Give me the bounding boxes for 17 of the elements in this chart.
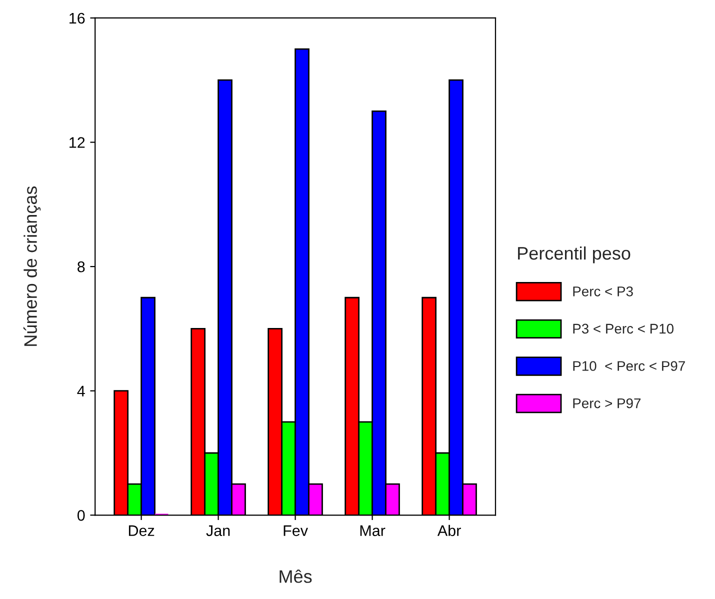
legend-label: P3 < Perc < P10: [573, 324, 674, 334]
x-tick-label: Abr: [437, 524, 461, 536]
y-axis-title: Número de crianças: [23, 186, 41, 346]
legend-label: Perc < P3: [573, 286, 633, 296]
y-tick-label: 4: [77, 386, 85, 396]
x-tick-label: Fev: [284, 525, 308, 536]
legend-label: P10 < Perc < P97: [573, 361, 685, 371]
y-tick-label: 12: [70, 137, 85, 148]
x-axis-title: Mês: [280, 570, 312, 583]
y-tick-label: 8: [78, 261, 85, 272]
y-tick-label: 16: [70, 12, 85, 24]
legend-label: Perc > P97: [573, 398, 641, 408]
y-tick-label: 0: [77, 510, 85, 521]
x-tick-label: Dez: [128, 525, 154, 536]
x-tick-label: Jan: [206, 525, 230, 536]
legend-title: Percentil peso: [518, 246, 630, 264]
x-tick-label: Mar: [360, 525, 386, 536]
